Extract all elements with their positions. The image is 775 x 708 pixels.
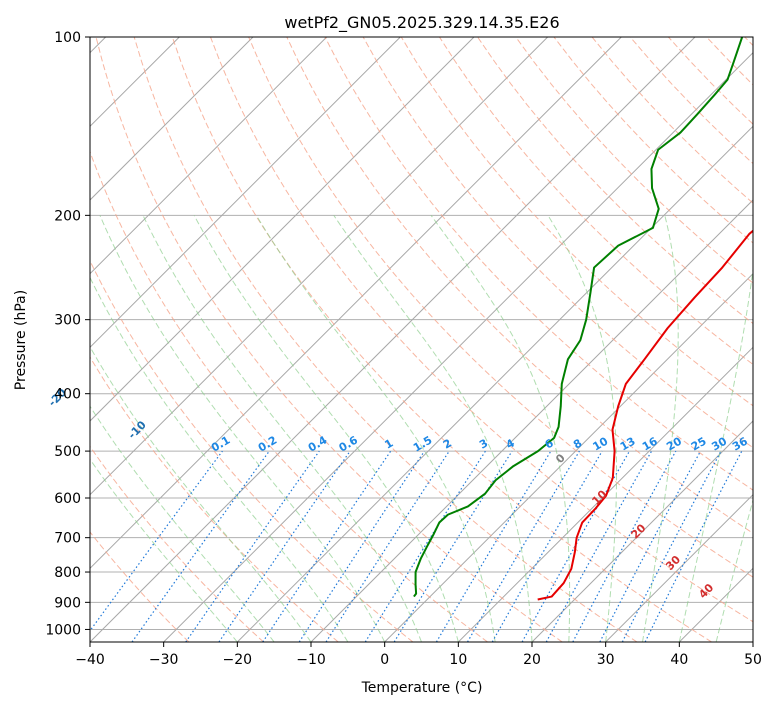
mixing-ratio-line [262,450,392,642]
moist-adiabat-line [678,265,753,642]
mixing-ratio-line [90,450,223,632]
plot-frame [89,36,754,643]
mixing-ratio-line [644,450,743,642]
moist-adiabat-line [255,215,496,642]
isotherm-line [236,125,753,642]
isotherm-line [90,37,622,570]
dry-adiabat-line [171,37,712,642]
dry-adiabat-line [400,37,753,407]
x-tick-label: 0 [380,652,389,668]
isotherm-line [605,493,753,642]
moist-adiabat-line [333,215,533,642]
isotherm-line [531,420,753,642]
moist-adiabat-line [547,215,618,642]
dry-adiabat-line [95,37,563,642]
moist-adiabat-line [193,215,459,642]
dry-adiabat-line [90,259,414,642]
y-tick-label: 700 [54,531,81,547]
moist-adiabat-line [430,215,571,642]
chart-title: wetPf2_GN05.2025.329.14.35.E26 [284,13,559,33]
isotherm-line [457,346,753,642]
mixing-ratio-line [131,450,270,642]
x-tick-label: 50 [744,652,762,668]
moist-adiabat-line [90,276,349,642]
x-tick-label: −10 [296,652,326,668]
moist-adiabat-line [90,345,312,642]
x-tick-label: 10 [449,652,467,668]
x-tick-label: −40 [75,652,105,668]
dry-adiabat-line [90,531,190,642]
y-axis-title: Pressure (hPa) [13,290,29,390]
mixing-ratio-line [521,450,631,642]
y-tick-label: 300 [54,313,81,329]
x-axis-title: Temperature (°C) [361,680,483,696]
mixing-ratio-line [218,450,351,642]
isotherm-line [163,51,753,642]
grid-layer [90,37,753,642]
y-tick-label: 500 [54,444,81,460]
mixing-ratio-line [185,450,320,642]
temperature-profile-line [537,229,753,601]
y-tick-label: 600 [54,491,81,507]
isotherm-line [90,37,328,275]
data-layer [413,37,753,601]
moist-adiabat-line [90,458,238,642]
isotherm-line [90,37,401,349]
y-tick-label: 800 [54,565,81,581]
x-tick-label: −30 [149,652,179,668]
dry-adiabat-line [90,150,488,642]
mixing-ratio-line [572,450,677,642]
y-tick-label: 200 [54,208,81,224]
dry-adiabat-line [286,37,753,534]
x-tick-label: 20 [523,652,541,668]
dry-adiabat-line [133,37,638,642]
dry-adiabat-line [248,37,753,578]
x-tick-label: −20 [223,652,253,668]
isotherm-line [384,272,753,642]
dry-adiabat-line [515,37,753,284]
mixing-ratio-line [545,450,653,642]
y-tick-label: 100 [54,30,81,46]
dewpoint-profile-line [413,37,744,598]
y-tick-label: 1000 [45,622,81,638]
isotherm-line [90,37,254,201]
isotherm-line [90,37,549,496]
x-tick-label: 30 [597,652,615,668]
dry-adiabat-line [90,445,264,642]
mixing-ratio-line [298,450,425,642]
moist-adiabat-line [142,215,422,642]
dry-adiabat-line [210,37,753,623]
dry-adiabat-line [90,356,339,642]
x-tick-label: 40 [670,652,688,668]
moist-adiabat-line [642,215,679,642]
y-tick-label: 900 [54,595,81,611]
moist-adiabat-line [715,498,753,642]
mixing-ratio-line [325,450,450,642]
y-tick-label: 400 [54,387,81,403]
axis-layer: −40 −30 −20 −10 0 10 20 30 40 50 100 200 300 400 500 60… [45,30,762,668]
isotherm-line [90,37,475,422]
dry-adiabat-line [439,37,753,366]
